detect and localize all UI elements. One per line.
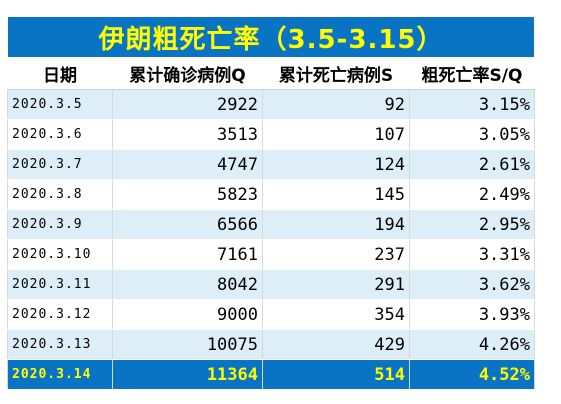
cell-rate: 3.05%: [409, 119, 535, 150]
cell-deaths: 145: [262, 179, 410, 210]
cell-rate: 4.52%: [409, 359, 535, 390]
cell-date: 2020.3.8: [7, 179, 113, 210]
cell-deaths: 124: [262, 149, 410, 180]
header-date: 日期: [7, 57, 113, 90]
table-row: 2020.3.5 2922 92 3.15%: [7, 89, 535, 120]
cell-date: 2020.3.12: [7, 299, 113, 330]
table-row: 2020.3.13 10075 429 4.26%: [7, 329, 535, 360]
table-row: 2020.3.6 3513 107 3.05%: [7, 119, 535, 150]
cell-date: 2020.3.9: [7, 209, 113, 240]
table-title: 伊朗粗死亡率（3.5-3.15）: [7, 16, 535, 58]
death-rate-table: 伊朗粗死亡率（3.5-3.15） 日期 累计确诊病例Q 累计死亡病例S 粗死亡率…: [7, 16, 535, 390]
cell-date: 2020.3.13: [7, 329, 113, 360]
cell-cases: 3513: [112, 119, 263, 150]
header-cases: 累计确诊病例Q: [112, 57, 263, 90]
cell-date: 2020.3.11: [7, 269, 113, 300]
cell-rate: 4.26%: [409, 329, 535, 360]
title-row: 伊朗粗死亡率（3.5-3.15）: [7, 16, 535, 58]
header-deaths: 累计死亡病例S: [262, 57, 410, 90]
cell-rate: 3.62%: [409, 269, 535, 300]
cell-rate: 3.31%: [409, 239, 535, 270]
cell-rate: 2.49%: [409, 179, 535, 210]
cell-deaths: 514: [262, 359, 410, 390]
table-row: 2020.3.9 6566 194 2.95%: [7, 209, 535, 240]
cell-cases: 10075: [112, 329, 263, 360]
table-row: 2020.3.7 4747 124 2.61%: [7, 149, 535, 180]
cell-date: 2020.3.7: [7, 149, 113, 180]
cell-date: 2020.3.10: [7, 239, 113, 270]
cell-cases: 2922: [112, 89, 263, 120]
cell-deaths: 291: [262, 269, 410, 300]
cell-deaths: 429: [262, 329, 410, 360]
table-body: 2020.3.5 2922 92 3.15% 2020.3.6 3513 107…: [7, 89, 535, 390]
cell-date: 2020.3.6: [7, 119, 113, 150]
cell-cases: 11364: [112, 359, 263, 390]
cell-rate: 3.15%: [409, 89, 535, 120]
table-row: 2020.3.10 7161 237 3.31%: [7, 239, 535, 270]
cell-deaths: 107: [262, 119, 410, 150]
cell-cases: 5823: [112, 179, 263, 210]
cell-cases: 4747: [112, 149, 263, 180]
header-rate: 粗死亡率S/Q: [409, 57, 535, 90]
cell-cases: 7161: [112, 239, 263, 270]
cell-date: 2020.3.14: [7, 359, 113, 390]
cell-rate: 2.61%: [409, 149, 535, 180]
cell-deaths: 237: [262, 239, 410, 270]
table-row-highlighted: 2020.3.14 11364 514 4.52%: [7, 359, 535, 390]
cell-cases: 8042: [112, 269, 263, 300]
cell-cases: 6566: [112, 209, 263, 240]
cell-rate: 3.93%: [409, 299, 535, 330]
cell-rate: 2.95%: [409, 209, 535, 240]
cell-cases: 9000: [112, 299, 263, 330]
table-row: 2020.3.12 9000 354 3.93%: [7, 299, 535, 330]
cell-deaths: 354: [262, 299, 410, 330]
cell-date: 2020.3.5: [7, 89, 113, 120]
header-row: 日期 累计确诊病例Q 累计死亡病例S 粗死亡率S/Q: [7, 57, 535, 90]
cell-deaths: 92: [262, 89, 410, 120]
table-row: 2020.3.8 5823 145 2.49%: [7, 179, 535, 210]
cell-deaths: 194: [262, 209, 410, 240]
table-row: 2020.3.11 8042 291 3.62%: [7, 269, 535, 300]
